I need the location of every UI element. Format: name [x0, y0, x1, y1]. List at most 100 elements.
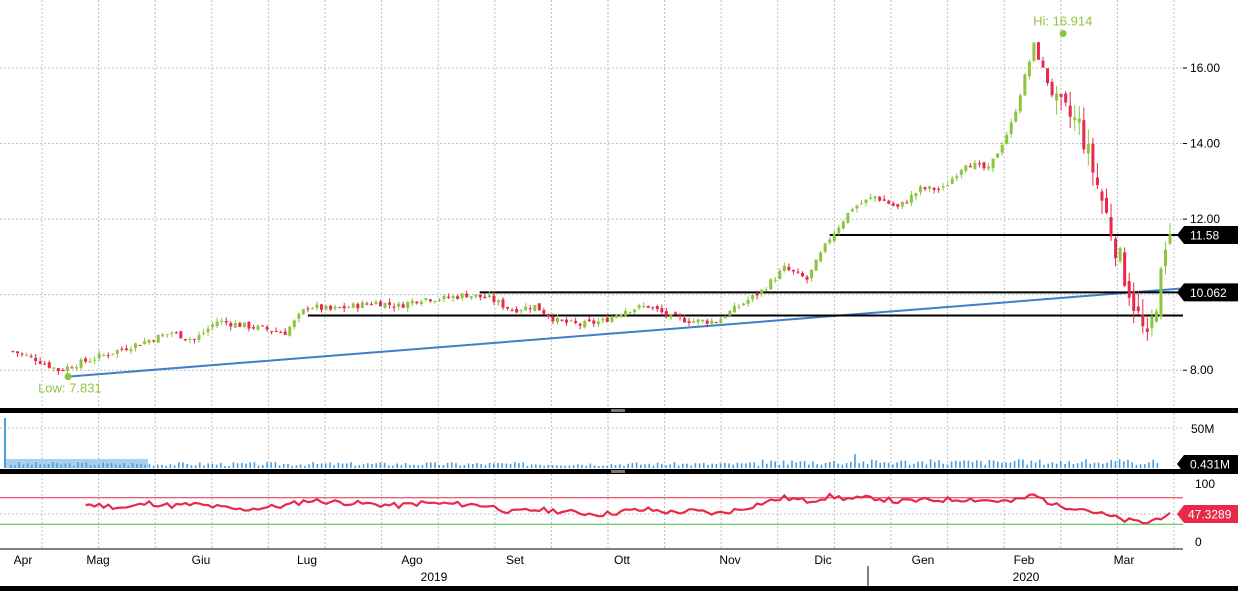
candle-body — [751, 294, 755, 300]
candle-body — [1050, 81, 1054, 96]
candle-body — [574, 320, 578, 323]
candle-body — [320, 304, 324, 310]
candle-body — [955, 176, 959, 179]
volume-bar — [564, 465, 566, 468]
candle-body — [356, 303, 360, 309]
volume-bar — [585, 465, 587, 468]
candle-body — [728, 310, 732, 316]
candle-body — [61, 369, 65, 371]
candle-body — [1018, 95, 1022, 112]
candle-body — [546, 313, 550, 317]
volume-bar — [887, 462, 890, 468]
volume-bar — [299, 464, 302, 468]
candle-body — [47, 362, 51, 368]
divider-grip-1[interactable] — [611, 409, 625, 412]
candle-body — [202, 332, 206, 334]
candle-body — [93, 359, 97, 361]
candle-body — [333, 306, 337, 309]
candle-body — [1105, 197, 1109, 213]
volume-bar — [60, 464, 62, 468]
volume-bar — [367, 463, 369, 468]
candle-body — [342, 306, 346, 309]
candle-body — [165, 334, 169, 336]
volume-bar — [438, 465, 440, 468]
level-price-label: 10.062 — [1190, 286, 1227, 300]
last-price-label-bg — [1177, 225, 1238, 244]
volume-bar — [640, 464, 642, 468]
volume-bar — [568, 465, 571, 468]
volume-bar — [165, 465, 167, 468]
candle-body — [642, 305, 646, 307]
candle-body — [977, 163, 981, 165]
x-month-label: Mar — [1114, 553, 1135, 567]
candle-body — [778, 270, 782, 279]
volume-bar — [1102, 463, 1104, 468]
candle-body — [79, 359, 83, 368]
candle-body — [265, 326, 269, 330]
volume-bar — [1144, 464, 1146, 468]
volume-bar — [220, 462, 222, 468]
candle-body — [828, 239, 832, 243]
candle-body — [1159, 268, 1163, 317]
volume-bar — [463, 464, 466, 468]
candle-body — [991, 158, 995, 169]
volume-bar — [1051, 462, 1054, 468]
volume-bar — [102, 462, 104, 468]
volume-bar — [400, 465, 403, 468]
candle-body — [1168, 234, 1172, 244]
volume-bar — [1009, 462, 1012, 468]
volume-bar — [774, 461, 776, 468]
candle-body — [746, 299, 750, 304]
volume-bar — [669, 464, 671, 468]
volume-bar — [68, 463, 71, 468]
candle-body — [782, 265, 786, 271]
volume-bar — [791, 460, 793, 468]
candle-body — [1154, 311, 1158, 322]
volume-bar — [652, 465, 655, 468]
volume-bar — [761, 459, 764, 468]
candle-body — [900, 201, 904, 207]
candle-body — [909, 194, 913, 203]
volume-panel — [0, 413, 1183, 469]
candle-body — [773, 279, 777, 281]
candle-body — [937, 188, 941, 190]
x-month-label: Ott — [614, 553, 631, 567]
candle-body — [124, 348, 128, 351]
divider-grip-2[interactable] — [611, 470, 625, 473]
candle-body — [583, 321, 587, 328]
candle-body — [869, 197, 873, 199]
candle-body — [660, 308, 664, 313]
volume-bar — [984, 464, 986, 468]
candle-body — [465, 293, 469, 298]
candle-body — [229, 323, 233, 327]
candle-body — [1032, 42, 1036, 61]
candle-body — [855, 205, 859, 209]
volume-bar — [648, 463, 650, 468]
volume-bar — [757, 465, 760, 468]
candle-body — [43, 363, 47, 365]
candle-body — [211, 324, 215, 328]
volume-bar — [476, 463, 478, 468]
volume-bar — [631, 462, 634, 468]
x-month-label: Set — [506, 553, 525, 567]
candle-body — [147, 340, 151, 343]
candle-body — [705, 320, 709, 324]
candle-body — [578, 323, 582, 326]
horizontal-levels — [307, 233, 1183, 317]
volume-bar — [971, 462, 974, 468]
candle-body — [1046, 68, 1050, 83]
volume-bar — [26, 463, 29, 468]
candle-body — [392, 306, 396, 308]
volume-bar — [1001, 462, 1003, 468]
low-marker — [64, 373, 72, 381]
trendline — [67, 287, 1184, 378]
volume-bar — [43, 464, 46, 468]
volume-bar — [820, 464, 823, 468]
candle-body — [1118, 248, 1122, 262]
volume-bar — [841, 464, 844, 468]
candle-body — [1059, 94, 1063, 97]
volume-bar — [333, 465, 335, 468]
candle-body — [1055, 93, 1059, 101]
volume-bar — [434, 462, 436, 468]
volume-bar — [770, 460, 772, 468]
